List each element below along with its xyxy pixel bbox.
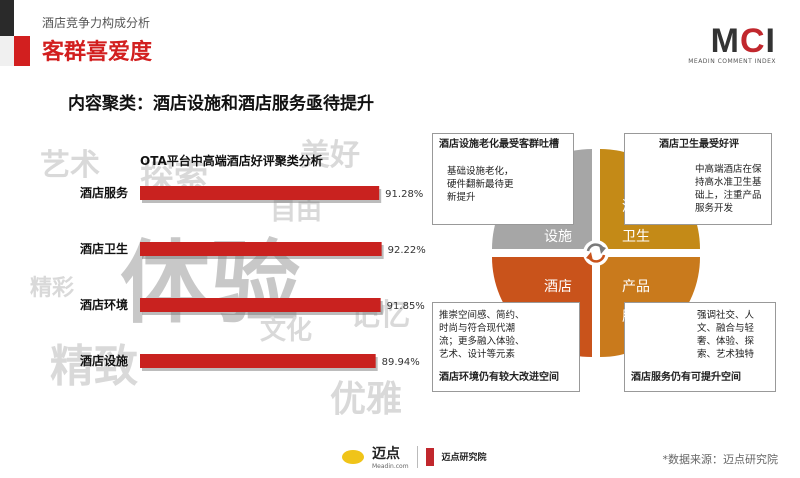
cycle-icon-arrow [586,252,593,261]
callout-line: 流；更多融入体验、 [439,336,525,347]
header-light-block [0,36,14,66]
footer-logos: 迈点 Meadin.com 迈点研究院 [342,443,487,470]
category-label: 酒店卫生 [80,241,128,256]
page-title: 客群喜爱度 [42,40,153,65]
section-heading: 内容聚类：酒店设施和酒店服务亟待提升 [68,94,374,114]
quadrant-label: 卫生 [622,229,650,245]
institute-logo-icon [425,447,434,466]
quadrant-label: 酒店 [622,199,650,215]
institute-logo-text: 迈点研究院 [441,453,487,463]
callout-hygiene: 酒店卫生最受好评 中高端酒店在保 持高水准卫生基 础上，注重产品 服务开发 [624,133,772,225]
bar [140,242,382,256]
category-label: 酒店设施 [80,353,128,368]
header-red-block [14,36,30,66]
mci-logo-sub: MEADIN COMMENT INDEX [688,58,776,65]
quadrant-label: 设施 [544,229,572,245]
quadrant-label: 酒店 [544,279,572,295]
bar [140,186,380,200]
callout-environment: 推崇空间感、简约、 时尚与符合现代潮 流；更多融入体验、 艺术、设计等元素 酒店… [432,302,580,392]
callout-facility-title: 酒店设施老化最受客群吐槽 [439,139,559,150]
cycle-icon-arrow [599,245,606,254]
value-label: 89.94% [382,357,420,368]
callout-line: 中高端酒店在保 [695,164,762,175]
bar [140,354,376,368]
callout-environment-title: 酒店环境仍有较大改进空间 [439,372,559,383]
mci-logo: MCI MEADIN COMMENT INDEX [688,24,776,65]
page-subtitle: 酒店竞争力构成分析 [42,16,151,30]
callout-line: 推崇空间感、简约、 [439,310,525,321]
category-label: 酒店服务 [80,185,129,200]
callout-line: 基础设施老化， [447,166,514,177]
callout-line: 奢、体验、探 [697,336,755,347]
callout-line: 硬件翻新最待更 [447,179,514,190]
callout-line: 持高水准卫生基 [695,177,762,188]
meadin-logo-icon [342,449,364,464]
bg-word: 美好 [300,138,360,173]
bg-word: 艺术 [40,148,100,183]
value-label: 92.22% [388,245,426,256]
bar [140,298,381,312]
callout-line: 时尚与符合现代潮 [439,323,516,334]
callout-line: 索、艺术独特 [697,349,755,360]
callout-line: 艺术、设计等元素 [439,349,516,360]
value-label: 91.85% [387,301,425,312]
callout-hygiene-title: 酒店卫生最受好评 [659,139,739,150]
value-label: 91.28% [385,189,423,200]
quadrant-label: 服务 [622,309,650,325]
data-source: *数据来源：迈点研究院 [662,453,779,466]
bg-word: 精彩 [30,275,75,301]
callout-line: 新提升 [447,192,476,203]
meadin-logo-text: 迈点 [372,446,400,462]
quadrant-label: 酒店 [544,199,572,215]
category-label: 酒店环境 [80,297,128,312]
callout-product-title: 酒店服务仍有可提升空间 [631,372,741,383]
mci-logo-main: MCI [710,22,776,60]
callout-line: 文、融合与轻 [697,323,755,334]
callout-facility: 酒店设施老化最受客群吐槽 基础设施老化， 硬件翻新最待更 新提升 [432,133,574,225]
quadrant-label: 产品 [622,279,650,295]
bg-word: 文化 [260,316,313,346]
callout-line: 强调社交、人 [697,310,755,321]
chart-title: OTA平台中高端酒店好评聚类分析 [140,154,323,168]
meadin-logo-sub: Meadin.com [372,463,409,470]
bg-word: 优雅 [330,378,403,420]
bg-word: 精致 [50,341,138,392]
quadrant-label: 环境 [544,309,572,325]
logo-divider [416,445,418,468]
callout-line: 础上，注重产品 [695,190,762,201]
header-dark-block [0,0,14,36]
callout-product: 强调社交、人 文、融合与轻 奢、体验、探 索、艺术独特 酒店服务仍有可提升空间 [624,302,776,392]
callout-line: 服务开发 [695,203,734,214]
